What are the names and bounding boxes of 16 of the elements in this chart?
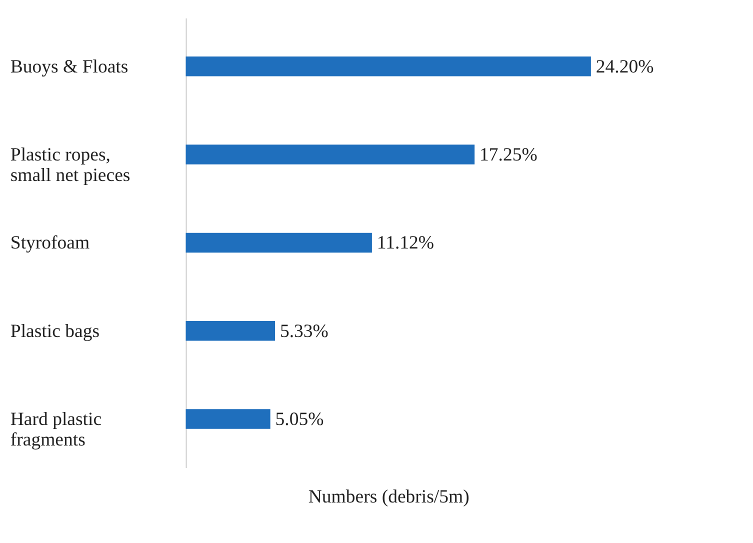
bar bbox=[186, 320, 276, 341]
data-label: 5.05% bbox=[275, 408, 324, 430]
bar bbox=[186, 409, 270, 429]
bar bbox=[186, 144, 475, 164]
y-tick-label: Buoys & Floats bbox=[10, 56, 128, 78]
y-tick-label: Styrofoam bbox=[10, 232, 90, 254]
y-tick-label: Plastic ropes, small net pieces bbox=[10, 144, 130, 186]
bar bbox=[186, 56, 591, 76]
data-label: 24.20% bbox=[596, 56, 654, 78]
x-axis-title: Numbers (debris/5m) bbox=[308, 486, 470, 508]
y-tick-label: Hard plastic fragments bbox=[10, 408, 102, 451]
data-label: 11.12% bbox=[376, 232, 434, 254]
data-label: 17.25% bbox=[480, 144, 538, 166]
data-label: 5.33% bbox=[280, 320, 328, 342]
bar bbox=[186, 232, 372, 253]
y-tick-label: Plastic bags bbox=[10, 320, 100, 342]
